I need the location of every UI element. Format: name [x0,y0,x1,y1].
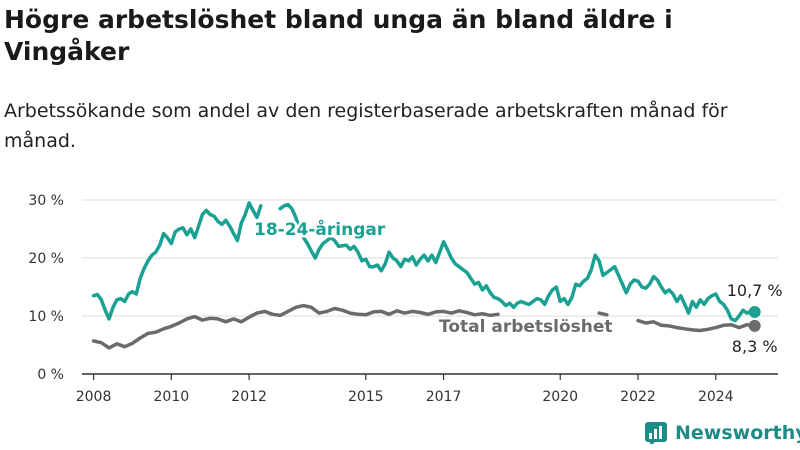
newsworthy-logo-text: Newsworthy [675,422,800,444]
x-tick-label: 2015 [348,389,384,405]
end-value-label-young: 10,7 % [727,281,783,300]
x-tick-label: 2010 [154,389,190,405]
x-tick-label: 2017 [426,389,462,405]
label-layer: 18-24-åringar Total arbetslöshet 10,7 % 8,3… [252,216,785,358]
series-label-young: 18-24-åringar [254,218,386,240]
newsworthy-logo[interactable]: Newsworthy [645,420,800,446]
series-young [91,201,761,323]
line-chart: 0 % 10 % 20 % 30 % 2008 2010 2012 2015 2017 2020 2… [28,193,785,405]
series-total [91,303,761,350]
y-tick-label: 10 % [28,309,64,325]
y-tick-label: 0 % [37,367,64,383]
x-tick-label: 2024 [698,389,734,405]
series-end-point [748,305,761,318]
axis-layer: 0 % 10 % 20 % 30 % 2008 2010 2012 2015 2017 2020 2… [28,193,778,405]
chart-subtitle: Arbetssökande som andel av den registerb… [4,100,728,152]
series-end-point [748,319,761,332]
x-tick-label: 2020 [542,389,578,405]
series-line [91,201,263,321]
series-line [91,303,500,350]
y-tick-label: 30 % [28,193,64,209]
series-layer [91,201,761,350]
x-tick-label: 2012 [231,389,267,405]
y-tick-label: 20 % [28,251,64,267]
series-label-total: Total arbetslöshet [439,317,613,337]
series-line [278,202,757,323]
series-line [597,311,609,317]
series-line [636,318,757,333]
end-value-label-total: 8,3 % [732,337,778,356]
x-tick-label: 2008 [76,389,112,405]
x-tick-label: 2022 [620,389,656,405]
chart-title: Högre arbetslöshet bland unga än bland ä… [4,5,673,66]
newsworthy-logo-icon [645,422,667,444]
